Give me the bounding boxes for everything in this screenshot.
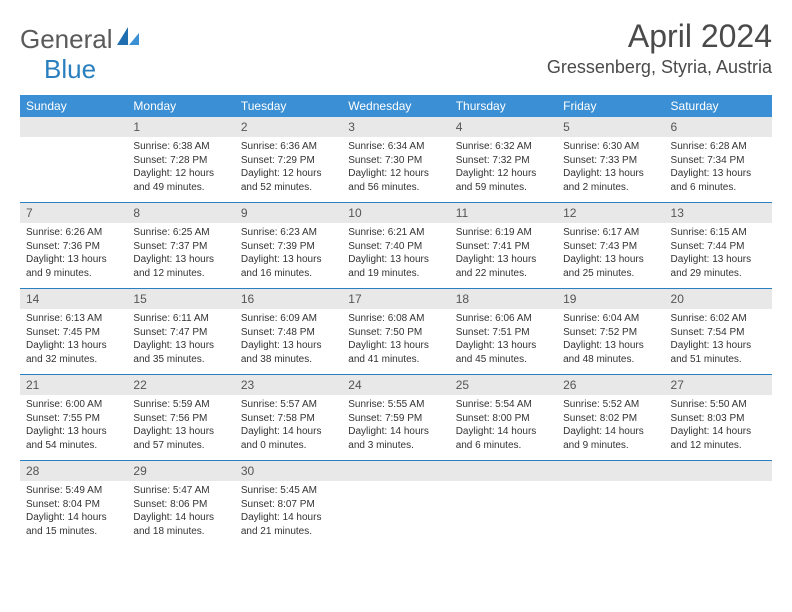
day-number: 6 <box>665 117 772 137</box>
day-cell: Sunrise: 5:47 AMSunset: 8:06 PMDaylight:… <box>127 481 234 546</box>
day-cell <box>20 137 127 203</box>
day-number: 15 <box>127 289 234 310</box>
day-number: 11 <box>450 203 557 224</box>
day-number: 21 <box>20 375 127 396</box>
day-cell: Sunrise: 6:23 AMSunset: 7:39 PMDaylight:… <box>235 223 342 289</box>
day-cell: Sunrise: 6:09 AMSunset: 7:48 PMDaylight:… <box>235 309 342 375</box>
day-cell: Sunrise: 5:59 AMSunset: 7:56 PMDaylight:… <box>127 395 234 461</box>
sail-icon <box>117 27 139 52</box>
day-cell: Sunrise: 5:55 AMSunset: 7:59 PMDaylight:… <box>342 395 449 461</box>
weekday-header: Wednesday <box>342 95 449 117</box>
day-number: 4 <box>450 117 557 137</box>
weekday-header-row: Sunday Monday Tuesday Wednesday Thursday… <box>20 95 772 117</box>
content-row: Sunrise: 6:00 AMSunset: 7:55 PMDaylight:… <box>20 395 772 461</box>
day-cell: Sunrise: 5:54 AMSunset: 8:00 PMDaylight:… <box>450 395 557 461</box>
day-number: 23 <box>235 375 342 396</box>
month-title: April 2024 <box>547 18 772 55</box>
weekday-header: Saturday <box>665 95 772 117</box>
content-row: Sunrise: 6:13 AMSunset: 7:45 PMDaylight:… <box>20 309 772 375</box>
daynum-row: 21 22 23 24 25 26 27 <box>20 375 772 396</box>
day-number: 30 <box>235 461 342 482</box>
day-number: 1 <box>127 117 234 137</box>
day-cell: Sunrise: 5:45 AMSunset: 8:07 PMDaylight:… <box>235 481 342 546</box>
day-number: 7 <box>20 203 127 224</box>
day-cell: Sunrise: 6:36 AMSunset: 7:29 PMDaylight:… <box>235 137 342 203</box>
day-cell: Sunrise: 6:28 AMSunset: 7:34 PMDaylight:… <box>665 137 772 203</box>
weekday-header: Thursday <box>450 95 557 117</box>
content-row: Sunrise: 5:49 AMSunset: 8:04 PMDaylight:… <box>20 481 772 546</box>
day-cell <box>557 481 664 546</box>
day-number: 13 <box>665 203 772 224</box>
day-cell: Sunrise: 6:17 AMSunset: 7:43 PMDaylight:… <box>557 223 664 289</box>
day-number <box>557 461 664 482</box>
day-number: 24 <box>342 375 449 396</box>
day-cell: Sunrise: 5:50 AMSunset: 8:03 PMDaylight:… <box>665 395 772 461</box>
day-number <box>342 461 449 482</box>
day-number: 10 <box>342 203 449 224</box>
day-cell: Sunrise: 6:11 AMSunset: 7:47 PMDaylight:… <box>127 309 234 375</box>
day-number: 27 <box>665 375 772 396</box>
day-number <box>665 461 772 482</box>
location: Gressenberg, Styria, Austria <box>547 57 772 78</box>
day-cell: Sunrise: 6:32 AMSunset: 7:32 PMDaylight:… <box>450 137 557 203</box>
day-cell: Sunrise: 6:19 AMSunset: 7:41 PMDaylight:… <box>450 223 557 289</box>
day-cell: Sunrise: 6:15 AMSunset: 7:44 PMDaylight:… <box>665 223 772 289</box>
day-cell: Sunrise: 6:06 AMSunset: 7:51 PMDaylight:… <box>450 309 557 375</box>
weekday-header: Tuesday <box>235 95 342 117</box>
day-cell: Sunrise: 6:34 AMSunset: 7:30 PMDaylight:… <box>342 137 449 203</box>
calendar-table: Sunday Monday Tuesday Wednesday Thursday… <box>20 95 772 546</box>
day-number: 8 <box>127 203 234 224</box>
day-cell: Sunrise: 6:02 AMSunset: 7:54 PMDaylight:… <box>665 309 772 375</box>
day-cell: Sunrise: 6:25 AMSunset: 7:37 PMDaylight:… <box>127 223 234 289</box>
day-cell: Sunrise: 5:49 AMSunset: 8:04 PMDaylight:… <box>20 481 127 546</box>
day-number <box>20 117 127 137</box>
day-cell: Sunrise: 6:08 AMSunset: 7:50 PMDaylight:… <box>342 309 449 375</box>
day-number: 12 <box>557 203 664 224</box>
day-number: 20 <box>665 289 772 310</box>
day-number: 26 <box>557 375 664 396</box>
daynum-row: 14 15 16 17 18 19 20 <box>20 289 772 310</box>
day-cell: Sunrise: 6:38 AMSunset: 7:28 PMDaylight:… <box>127 137 234 203</box>
day-cell: Sunrise: 6:04 AMSunset: 7:52 PMDaylight:… <box>557 309 664 375</box>
day-cell <box>665 481 772 546</box>
daynum-row: 28 29 30 <box>20 461 772 482</box>
title-block: April 2024 Gressenberg, Styria, Austria <box>547 18 772 78</box>
day-number: 25 <box>450 375 557 396</box>
day-number: 3 <box>342 117 449 137</box>
day-number: 2 <box>235 117 342 137</box>
day-cell: Sunrise: 5:52 AMSunset: 8:02 PMDaylight:… <box>557 395 664 461</box>
content-row: Sunrise: 6:38 AMSunset: 7:28 PMDaylight:… <box>20 137 772 203</box>
header: General April 2024 Gressenberg, Styria, … <box>20 18 772 78</box>
day-cell: Sunrise: 6:30 AMSunset: 7:33 PMDaylight:… <box>557 137 664 203</box>
day-number: 16 <box>235 289 342 310</box>
day-cell <box>342 481 449 546</box>
weekday-header: Monday <box>127 95 234 117</box>
daynum-row: 7 8 9 10 11 12 13 <box>20 203 772 224</box>
weekday-header: Friday <box>557 95 664 117</box>
day-number: 19 <box>557 289 664 310</box>
day-cell: Sunrise: 6:00 AMSunset: 7:55 PMDaylight:… <box>20 395 127 461</box>
day-cell: Sunrise: 6:13 AMSunset: 7:45 PMDaylight:… <box>20 309 127 375</box>
logo-text-part2: Blue <box>44 54 96 84</box>
day-number: 14 <box>20 289 127 310</box>
day-cell: Sunrise: 6:21 AMSunset: 7:40 PMDaylight:… <box>342 223 449 289</box>
weekday-header: Sunday <box>20 95 127 117</box>
logo-text-part1: General <box>20 24 113 55</box>
day-cell <box>450 481 557 546</box>
day-number: 22 <box>127 375 234 396</box>
day-cell: Sunrise: 6:26 AMSunset: 7:36 PMDaylight:… <box>20 223 127 289</box>
day-number: 17 <box>342 289 449 310</box>
day-number <box>450 461 557 482</box>
content-row: Sunrise: 6:26 AMSunset: 7:36 PMDaylight:… <box>20 223 772 289</box>
logo: General <box>20 24 141 55</box>
day-cell: Sunrise: 5:57 AMSunset: 7:58 PMDaylight:… <box>235 395 342 461</box>
day-number: 9 <box>235 203 342 224</box>
day-number: 18 <box>450 289 557 310</box>
day-number: 29 <box>127 461 234 482</box>
day-number: 28 <box>20 461 127 482</box>
daynum-row: 1 2 3 4 5 6 <box>20 117 772 137</box>
day-number: 5 <box>557 117 664 137</box>
